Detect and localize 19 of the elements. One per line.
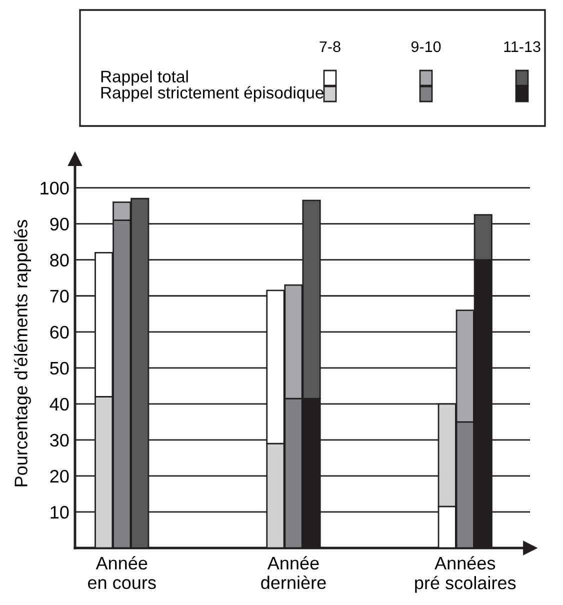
- text: 11-13: [504, 41, 540, 52]
- y-tick-label: 20: [50, 470, 69, 483]
- y-tick-label: 40: [50, 398, 69, 411]
- y-tick-label: 100: [40, 182, 69, 195]
- y-tick-label: 50: [50, 362, 69, 375]
- x-tick-label: Année dernière: [261, 556, 326, 590]
- x-tick-label: Année en cours: [88, 556, 156, 590]
- x-tick-label: Années pré scolaires: [415, 556, 516, 593]
- y-tick-label: 70: [50, 290, 69, 303]
- text: 7-8: [320, 41, 340, 52]
- text: Rappel strictement épisodique: [101, 86, 324, 102]
- y-tick-label: 60: [50, 326, 69, 339]
- y-tick-label: 10: [50, 506, 69, 519]
- y-tick-label: 30: [50, 434, 69, 447]
- text: Rappel total: [101, 70, 188, 86]
- text: 9-10: [411, 41, 441, 52]
- y-axis-title: Pourcentage d'éléments rappelés: [14, 220, 31, 486]
- y-tick-label: 80: [50, 254, 69, 267]
- y-tick-label: 90: [50, 218, 69, 231]
